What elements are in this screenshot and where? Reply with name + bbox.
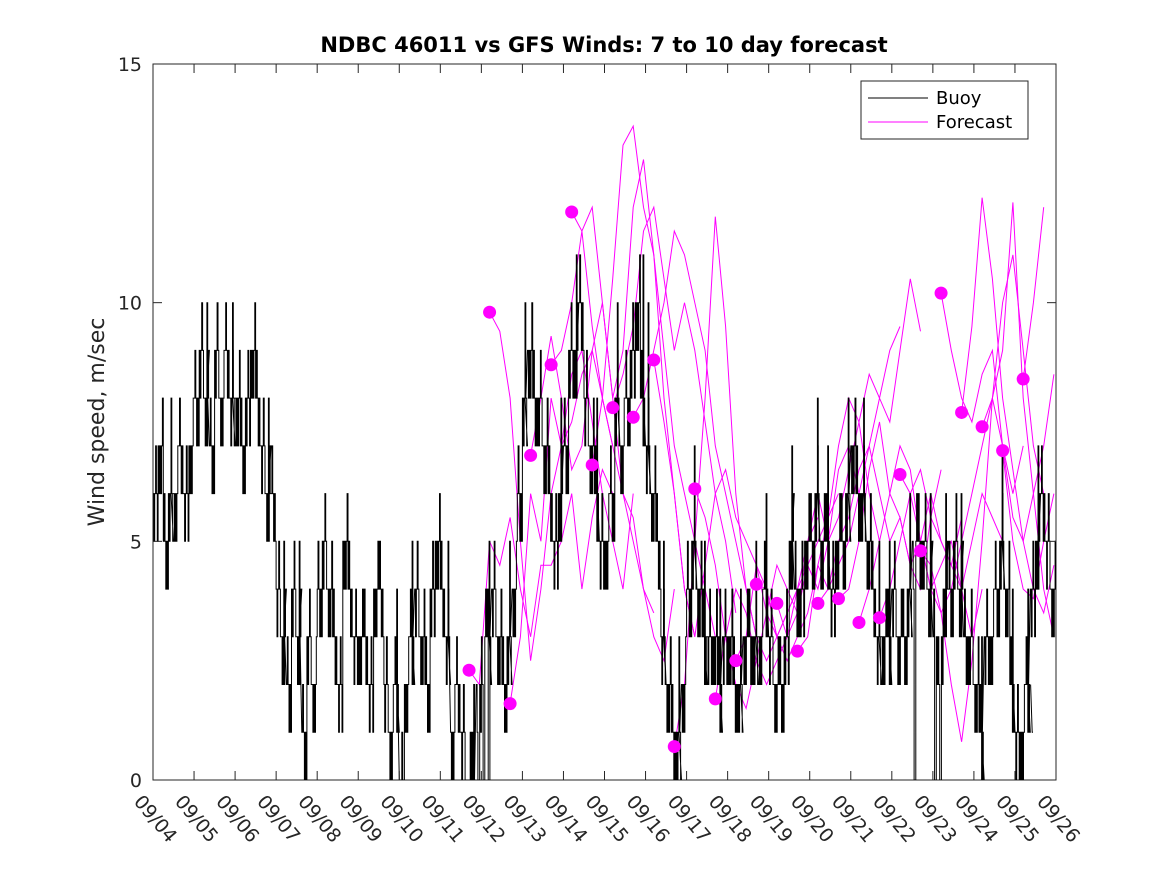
forecast-run-line (530, 302, 655, 614)
forecast-start-marker (934, 286, 948, 300)
forecast-run-line (981, 202, 1055, 637)
legend-forecast-label: Forecast (936, 112, 1012, 133)
forecast-start-marker (831, 592, 845, 606)
forecast-start-marker (811, 596, 825, 610)
forecast-start-marker (708, 692, 722, 706)
legend: Buoy Forecast (860, 80, 1029, 140)
forecast-start-marker (770, 596, 784, 610)
buoy-series (153, 254, 1056, 780)
forecast-start-marker (565, 205, 579, 219)
forecast-start-marker (667, 740, 681, 754)
forecast-run-line (940, 293, 1055, 543)
forecast-run-line (1022, 207, 1045, 380)
forecast-start-marker (462, 663, 476, 677)
y-tick-label: 15 (118, 54, 142, 76)
y-tick-label: 0 (130, 770, 142, 792)
legend-buoy-label: Buoy (936, 88, 982, 109)
legend-box (860, 80, 1029, 140)
forecast-start-marker (749, 577, 763, 591)
forecast-start-marker (524, 448, 538, 462)
forecast-run-line (632, 229, 757, 637)
forecast-start-marker (544, 358, 558, 372)
forecast-start-marker (729, 654, 743, 668)
buoy-line (153, 254, 1056, 780)
forecast-start-marker (585, 458, 599, 472)
forecast-start-marker (873, 611, 887, 625)
forecast-run-line (714, 493, 839, 699)
forecast-start-marker (996, 444, 1010, 458)
y-axis: 0 5 10 15 (118, 54, 1056, 792)
forecast-run-line (468, 468, 614, 686)
forecast-start-markers (462, 205, 1030, 754)
forecast-start-marker (852, 615, 866, 629)
forecast-start-marker (1016, 372, 1030, 386)
forecast-run-line (879, 468, 1004, 618)
y-axis-label: Wind speed, m/sec (85, 318, 110, 527)
forecast-start-marker (790, 644, 804, 658)
forecast-start-marker (688, 482, 702, 496)
forecast-start-marker (955, 405, 969, 419)
forecast-start-marker (893, 468, 907, 482)
forecast-start-marker (914, 544, 928, 558)
forecast-start-marker (606, 401, 620, 415)
forecast-start-marker (483, 305, 497, 319)
forecast-run-line (961, 197, 1055, 615)
chart-title: NDBC 46011 vs GFS Winds: 7 to 10 day for… (320, 33, 887, 57)
y-tick-label: 10 (118, 293, 142, 315)
forecast-run-line (796, 278, 921, 652)
buoy-line-tail (1030, 684, 1033, 733)
forecast-start-marker (975, 420, 989, 434)
forecast-start-marker (503, 697, 517, 711)
forecast-start-marker (626, 410, 640, 424)
y-tick-label: 5 (130, 531, 142, 553)
forecast-start-marker (647, 353, 661, 367)
forecast-run-line (920, 254, 1045, 742)
plot-area (152, 63, 1057, 781)
